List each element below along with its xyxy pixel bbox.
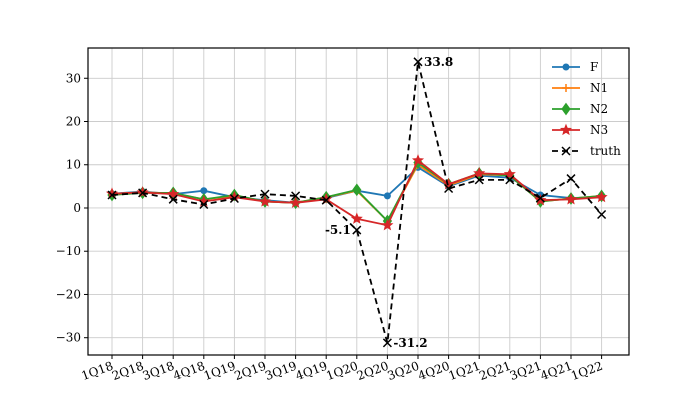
y-tick-label: −20	[56, 287, 81, 301]
y-tick-label: 10	[66, 158, 81, 172]
data-point	[352, 183, 362, 197]
legend-label: N3	[590, 123, 608, 137]
legend: F N1 N2 N3 truth	[552, 60, 621, 158]
y-tick-label: 0	[73, 201, 81, 215]
data-point	[413, 57, 423, 67]
data-point	[320, 192, 333, 205]
data-point	[444, 183, 454, 194]
series-truth	[107, 57, 607, 348]
data-point	[535, 193, 545, 203]
data-point	[258, 195, 272, 207]
legend-item-truth: truth	[552, 144, 621, 158]
legend-marker	[561, 146, 571, 156]
data-point	[442, 177, 455, 190]
data-point	[260, 189, 270, 199]
data-point	[229, 193, 239, 204]
y-tick-label: −10	[56, 244, 81, 258]
legend-item-n3: N3	[552, 123, 608, 137]
legend-marker	[562, 63, 570, 71]
data-point	[321, 195, 331, 205]
data-point	[474, 175, 484, 185]
data-point	[107, 190, 117, 200]
legend-label: F	[590, 60, 598, 74]
data-label: 33.8	[424, 55, 453, 69]
legend-marker	[561, 102, 571, 116]
data-point	[566, 174, 576, 184]
data-point	[350, 212, 363, 224]
y-tick-label: 20	[66, 115, 81, 129]
legend-marker	[562, 84, 570, 92]
data-label: -31.2	[393, 336, 427, 350]
data-point	[291, 191, 301, 201]
data-point	[138, 188, 148, 198]
legend-item-n2: N2	[552, 102, 608, 116]
data-point	[382, 338, 392, 348]
legend-item-n1: N1	[552, 81, 608, 95]
data-point	[289, 196, 302, 208]
data-point	[381, 218, 394, 231]
data-point	[168, 194, 178, 204]
legend-label: N2	[590, 102, 608, 116]
legend-label: truth	[590, 144, 621, 158]
y-tick-label: −30	[56, 331, 81, 345]
data-point	[503, 167, 516, 180]
data-point	[199, 199, 209, 210]
data-point	[473, 167, 486, 179]
data-point	[411, 154, 425, 166]
data-point	[352, 225, 362, 235]
legend-item-f: F	[552, 60, 598, 74]
data-point	[564, 192, 578, 205]
data-point	[597, 209, 607, 220]
data-point	[167, 187, 180, 200]
plot-frame	[87, 47, 630, 356]
data-point	[505, 175, 515, 185]
series-line	[111, 61, 603, 344]
series-group	[105, 57, 608, 348]
y-tick-label: 30	[66, 71, 81, 85]
data-point	[595, 190, 608, 203]
legend-marker	[559, 123, 573, 136]
annotations: 33.8 -31.2 -5.1	[325, 55, 453, 350]
data-point	[383, 192, 391, 200]
series-n3	[105, 154, 608, 231]
data-label: -5.1	[325, 223, 351, 237]
data-point	[200, 187, 208, 195]
data-point	[534, 193, 547, 206]
legend-label: N1	[590, 81, 608, 95]
